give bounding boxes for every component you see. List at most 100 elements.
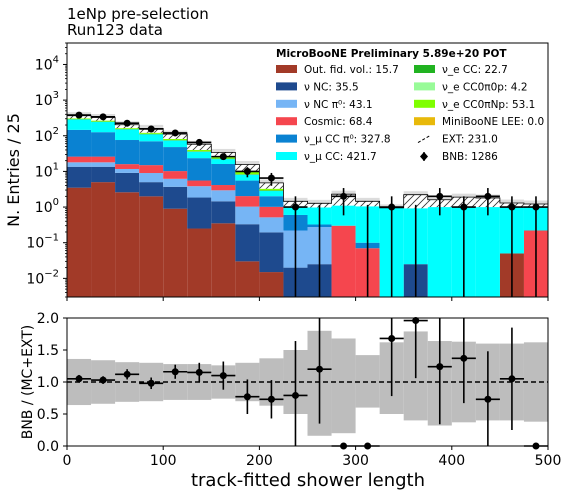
legend-entry-bnb: BNB: 1286 — [420, 151, 498, 163]
legend-swatch — [414, 65, 435, 73]
bnb-point-15 — [427, 188, 452, 216]
top-y-tick-label-3: 101 — [35, 161, 59, 180]
bnb-point-16 — [451, 196, 476, 297]
bar-1-2 — [115, 172, 140, 193]
ratio-point-9 — [283, 341, 308, 446]
series-0 — [67, 182, 524, 297]
bar-0-2 — [115, 192, 140, 297]
legend-entry-8: ν_e CC0πNp: 53.1 — [414, 99, 535, 111]
x-tick-label-2: 200 — [246, 453, 273, 469]
bar-3-7 — [235, 196, 260, 207]
legend-entry-4: ν_μ CC π⁰: 327.8 — [276, 134, 391, 146]
bar-10-5 — [187, 144, 212, 151]
ratio-point-17 — [475, 351, 500, 446]
bar-0-1 — [91, 182, 116, 297]
legend-label: MiniBooNE LEE: 0.0 — [442, 116, 544, 128]
bar-0-6 — [211, 223, 236, 297]
bar-0-0 — [67, 187, 92, 297]
legend-label: ν NC: 35.5 — [304, 81, 359, 93]
bar-5-3 — [139, 134, 164, 142]
bar-5-0 — [67, 119, 92, 130]
bar-3-11 — [331, 225, 356, 297]
bar-10-4 — [163, 134, 188, 139]
top-y-tick-label-2: 100 — [35, 197, 59, 216]
bar-4-1 — [91, 132, 116, 157]
legend-swatch — [276, 65, 297, 73]
x-tick-label-0: 0 — [63, 453, 72, 469]
bnb-point-11 — [331, 188, 356, 216]
bar-1-3 — [139, 182, 164, 197]
legend-swatch — [276, 99, 297, 108]
bar-3-6 — [211, 185, 236, 191]
bnb-point-9 — [283, 196, 308, 297]
ratio-point-3 — [139, 377, 164, 390]
bnb-point-4 — [163, 129, 188, 137]
bar-4-3 — [139, 141, 164, 166]
top-panel-frame — [66, 42, 549, 298]
top-y-tick-label-6: 104 — [35, 54, 59, 73]
ratio-point-6 — [211, 361, 236, 390]
bar-2-8 — [259, 217, 284, 233]
bar-4-7 — [235, 180, 260, 197]
chart-title-line-2: Run123 data — [67, 21, 163, 39]
top-y-tick-label-5: 103 — [35, 90, 59, 109]
bar-3-8 — [259, 206, 284, 218]
bnb-point-7 — [235, 167, 260, 178]
bar-5-1 — [91, 121, 116, 133]
legend-label: Out. fid. vol.: 15.7 — [304, 64, 399, 76]
bar-4-2 — [115, 140, 140, 165]
bar-5-17 — [475, 207, 500, 297]
bar-8-3 — [139, 132, 164, 134]
bar-10-12 — [355, 201, 380, 207]
legend-label: ν NC π⁰: 43.1 — [304, 99, 373, 111]
legend-entry-7: ν_e CC0π0p: 4.2 — [414, 81, 528, 93]
bar-5-8 — [259, 191, 284, 197]
ratio-point-2 — [115, 369, 140, 380]
x-tick-label-1: 100 — [150, 453, 177, 469]
bar-3-1 — [91, 156, 116, 163]
bar-1-0 — [67, 166, 92, 188]
legend-label: ν_e CC: 22.7 — [442, 64, 508, 76]
bnb-point-5 — [187, 138, 212, 146]
legend-entry-6: ν_e CC: 22.7 — [414, 64, 508, 76]
ratio-y-tick-label-0: 0.0 — [37, 439, 59, 455]
bar-10-8 — [259, 182, 284, 189]
legend-label: ν_e CC0π0p: 4.2 — [442, 81, 528, 93]
top-y-tick-label-4: 102 — [35, 126, 59, 145]
bar-5-6 — [211, 159, 236, 164]
ratio-y-tick-label-1: 0.5 — [37, 407, 59, 423]
bnb-points — [67, 111, 548, 297]
bar-0-7 — [235, 261, 260, 297]
bnb-point-19 — [523, 196, 548, 297]
legend-entry-9: MiniBooNE LEE: 0.0 — [414, 116, 544, 128]
legend-swatch — [414, 82, 435, 91]
bnb-point-18 — [499, 196, 524, 297]
ratio-point-13 — [379, 318, 404, 397]
ratio-point-4 — [163, 364, 188, 379]
ratio-y-ticks: 0.0 0.5 1.0 1.5 2.0 — [37, 311, 67, 455]
ratio-point-1 — [91, 376, 116, 384]
legend-entry-3: Cosmic: 68.4 — [276, 116, 373, 128]
ratio-point-0 — [67, 374, 92, 383]
ratio-point-14 — [403, 317, 428, 379]
bar-5-4 — [163, 140, 188, 148]
bar-0-5 — [187, 228, 212, 297]
ratio-y-tick-label-3: 1.5 — [37, 343, 59, 359]
bnb-point-17 — [475, 188, 500, 216]
ratio-point-18 — [499, 327, 524, 430]
ratio-y-tick-label-4: 2.0 — [37, 311, 59, 327]
bar-2-5 — [187, 186, 212, 198]
legend-label: ν_μ CC π⁰: 327.8 — [304, 134, 391, 146]
ratio-x-ticks: 0 100 200 300 400 500 — [63, 446, 561, 469]
bar-8-5 — [187, 150, 212, 152]
legend-swatch — [276, 117, 297, 126]
bnb-point-3 — [139, 125, 164, 133]
bar-2-6 — [211, 190, 236, 202]
bar-2-2 — [115, 168, 140, 173]
bnb-point-0 — [67, 111, 92, 119]
bar-0-4 — [163, 208, 188, 297]
bar-8-0 — [67, 118, 92, 120]
ratio-band-bin-11 — [331, 338, 356, 434]
bar-4-5 — [187, 158, 212, 181]
legend-label: EXT: 231.0 — [442, 134, 498, 146]
